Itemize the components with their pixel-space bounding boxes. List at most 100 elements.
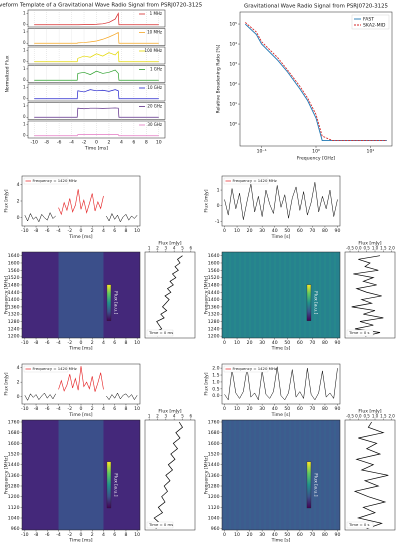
x-tick-label: 4: [102, 532, 105, 538]
x-tick-label: 8: [124, 532, 127, 538]
x-tick-label: -6: [45, 532, 50, 538]
spectrum-frame: [221, 251, 341, 339]
y-tick-label: 1280: [8, 484, 20, 490]
y-tick-label: 1200: [8, 494, 20, 500]
x-tick-label: -6: [45, 406, 50, 412]
y-tick-label: 1.0: [212, 379, 219, 385]
legend-label: 20 GHz: [147, 104, 162, 109]
legend-label: 1 MHz: [150, 11, 162, 16]
x-tick-label: -2: [67, 406, 72, 412]
x-tick-label: 0: [80, 228, 83, 234]
legend-box: [346, 329, 374, 337]
x-axis-label: Time [s]: [271, 412, 291, 418]
x-tick-label: 2: [156, 414, 159, 419]
y-tick-label: 1640: [208, 253, 220, 259]
x-tick-label: 40: [272, 532, 278, 538]
y-axis-label: Frequency [MHz]: [4, 455, 10, 494]
spectrum-frame: [221, 419, 341, 531]
x-axis-label: Time [ms]: [84, 146, 108, 152]
legend-label: Frequency = 1420 MHz: [233, 178, 277, 183]
y-tick-label: 1600: [208, 260, 220, 266]
y-tick-label: 1360: [8, 304, 20, 310]
x-tick-label: 30: [259, 228, 265, 234]
y-tick-label: 1120: [208, 505, 220, 511]
x-tick-label: 1.0: [372, 246, 379, 251]
y-tick-label: 0: [23, 22, 26, 27]
x-tick-label: 6: [132, 140, 135, 146]
x-tick-label: 30: [259, 532, 265, 538]
profile-line: [224, 182, 338, 220]
x-tick-label: 40: [272, 228, 278, 234]
waveform-line: [34, 134, 159, 137]
x-axis-label: Time [s]: [271, 538, 291, 544]
y-tick-label: 0.5: [212, 386, 219, 392]
pulse-line: [58, 189, 104, 216]
colorbar: [306, 284, 312, 321]
legend-label: 10 MHz: [147, 30, 162, 35]
x-tick-label: 3: [165, 246, 168, 251]
x-tick-label: -8: [44, 140, 49, 146]
legend-label: Time = 0 s: [348, 330, 370, 335]
y-tick-label: 1: [23, 47, 26, 52]
x-axis-label: Time [s]: [271, 234, 291, 240]
x-tick-label: 1: [148, 246, 151, 251]
y-tick-label: 1600: [8, 260, 20, 266]
y-tick-label: 0: [17, 215, 20, 221]
y-tick-label: 1560: [208, 268, 220, 274]
x-tick-label: 8: [145, 140, 148, 146]
y-axis-label: Flux [mJy]: [204, 372, 210, 395]
x-tick-label: 10: [234, 228, 240, 234]
x-tick-label: 70: [309, 340, 315, 346]
x-tick-label: 60: [297, 532, 303, 538]
x-tick-label: 6: [113, 228, 116, 234]
x-tick-label: 70: [309, 532, 315, 538]
y-axis-label: Flux [mJy]: [204, 189, 210, 212]
y-tick-label: 1520: [8, 275, 20, 281]
x-axis-label: Time [ms]: [68, 412, 92, 418]
colorbar-label: Flux [a.u.]: [312, 291, 318, 314]
x-tick-label: 20: [247, 532, 253, 538]
y-tick-label: 1040: [8, 516, 20, 522]
y-tick-label: 1520: [8, 452, 20, 458]
y-tick-label: 1: [23, 10, 26, 15]
side-spectrum-line: [153, 255, 183, 337]
x-tick-label: 6: [190, 246, 193, 251]
x-tick-label: -4: [69, 140, 74, 146]
y-tick-label: 1120: [8, 505, 20, 511]
x-tick-label: 6: [113, 406, 116, 412]
x-tick-label: 80: [322, 228, 328, 234]
x-tick-label: 6: [113, 532, 116, 538]
profile-line: [224, 366, 338, 401]
x-tick-label: -6: [45, 340, 50, 346]
y-tick-label: 2: [17, 199, 20, 205]
x-tick-label: 1.5: [380, 246, 387, 251]
x-tick-label: 1.5: [380, 414, 387, 419]
x-tick-label: 70: [309, 228, 315, 234]
x-tick-label: 5: [181, 246, 184, 251]
legend-label: FAST: [363, 17, 374, 23]
x-tick-label: 10⁰: [312, 149, 320, 155]
legend-label: 100 MHz: [145, 48, 162, 53]
x-tick-label: 2.0: [388, 414, 395, 419]
x-tick-label: 80: [322, 406, 328, 412]
x-tick-label: -4: [56, 340, 61, 346]
y-tick-label: 1440: [8, 462, 20, 468]
legend-label: SKA2-MID: [363, 23, 386, 29]
side-spectrum-line: [351, 255, 384, 337]
y-axis-label: Normalized Flux: [5, 55, 11, 92]
x-tick-label: 0: [80, 532, 83, 538]
y-tick-label: 10²: [229, 82, 237, 88]
y-tick-label: 1320: [8, 312, 20, 318]
x-tick-label: 0.5: [363, 414, 370, 419]
y-tick-label: 1640: [8, 253, 20, 259]
side-frame: [144, 419, 196, 531]
x-tick-label: -2: [67, 340, 72, 346]
y-tick-label: 0: [23, 40, 26, 45]
y-tick-label: 0: [23, 133, 26, 138]
x-tick-label: -6: [45, 228, 50, 234]
y-tick-label: 1760: [8, 420, 20, 426]
y-tick-label: 1200: [208, 494, 220, 500]
colorbar: [106, 461, 112, 509]
legend-box: [351, 14, 390, 30]
